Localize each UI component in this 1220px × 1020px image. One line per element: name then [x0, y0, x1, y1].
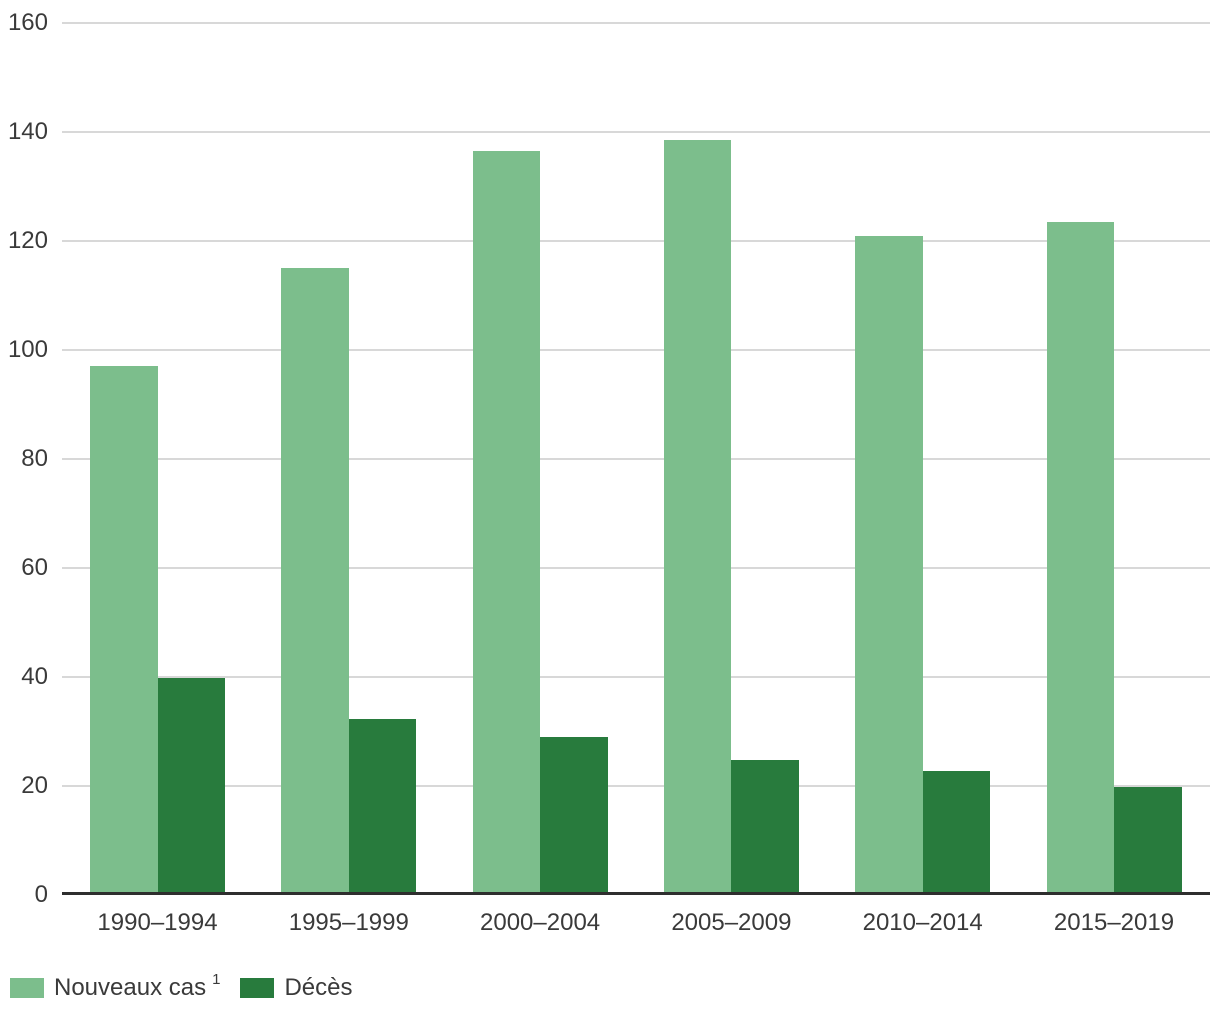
bar-nouveaux-cas — [1046, 221, 1114, 895]
y-tick-label: 20 — [21, 772, 48, 799]
legend-label-nouveaux-cas: Nouveaux cas — [54, 974, 207, 1001]
gridline — [62, 676, 1210, 678]
y-tick-label: 120 — [7, 227, 48, 254]
legend-swatch-deces — [240, 978, 275, 998]
gridline — [62, 785, 1210, 787]
x-category-label: 2000–2004 — [480, 909, 601, 936]
bar-nouveaux-cas — [855, 235, 923, 895]
y-tick-label: 40 — [21, 663, 48, 690]
legend: Nouveaux cas 1 Décès — [10, 971, 353, 1001]
x-category-label: 2010–2014 — [862, 909, 983, 936]
x-category-label: 2015–2019 — [1053, 909, 1175, 936]
bar-deces — [1114, 787, 1182, 895]
gridline — [62, 131, 1210, 133]
y-tick-label: 140 — [7, 118, 48, 145]
y-tick-label: 60 — [21, 554, 48, 581]
gridline — [62, 22, 1210, 24]
x-category-label: 1990–1994 — [97, 909, 218, 936]
bar-deces — [348, 718, 417, 895]
legend-label-deces: Décès — [284, 974, 353, 1001]
x-category-label: 2005–2009 — [671, 909, 792, 936]
bar-nouveaux-cas — [281, 268, 349, 895]
y-tick-label: 100 — [7, 336, 48, 363]
bar-nouveaux-cas — [90, 366, 158, 895]
bar-nouveaux-cas — [663, 140, 732, 895]
gridline — [62, 349, 1210, 351]
x-axis-line — [62, 892, 1210, 895]
bar-nouveaux-cas — [472, 151, 541, 895]
bar-deces — [731, 759, 799, 895]
bar-deces — [540, 736, 608, 895]
gridline — [62, 240, 1210, 242]
legend-swatch-nouveaux-cas — [10, 978, 44, 998]
y-tick-label: 80 — [21, 445, 48, 472]
gridline — [62, 458, 1210, 460]
x-category-label: 1995–1999 — [288, 909, 409, 936]
legend-footnote-marker: 1 — [212, 970, 221, 988]
gridline — [62, 567, 1210, 569]
bar-deces — [157, 678, 225, 895]
plot-area — [62, 22, 1210, 895]
y-tick-label: 160 — [7, 9, 48, 36]
y-tick-label: 0 — [34, 881, 48, 908]
bar-deces — [922, 771, 991, 895]
